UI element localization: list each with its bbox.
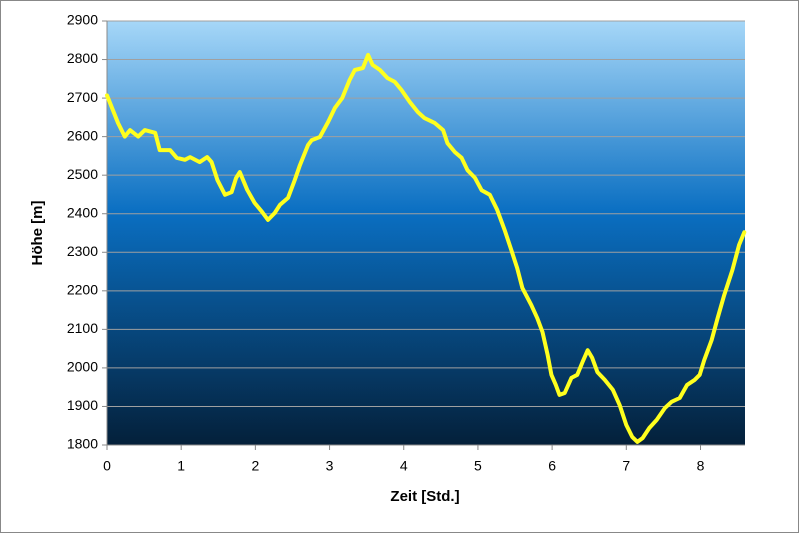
- x-tick-label: 6: [548, 458, 556, 474]
- y-axis-title: Höhe [m]: [29, 201, 46, 266]
- y-tick-label: 2300: [67, 243, 98, 259]
- x-tick-label: 0: [103, 458, 111, 474]
- y-tick-label: 2400: [67, 204, 98, 220]
- y-tick-label: 2800: [67, 50, 98, 66]
- y-tick-label: 2000: [67, 359, 98, 375]
- line-series: [105, 52, 747, 444]
- x-tick-label: 2: [251, 458, 259, 474]
- x-tick-label: 8: [697, 458, 705, 474]
- y-tick-label: 2700: [67, 89, 98, 105]
- x-tick-label: 5: [474, 458, 482, 474]
- x-tick-label: 4: [400, 458, 408, 474]
- y-tick-label: 2200: [67, 282, 98, 298]
- x-tick-label: 7: [622, 458, 630, 474]
- x-tick-label: 1: [177, 458, 185, 474]
- y-tick-label: 2900: [67, 12, 98, 28]
- x-axis-title: Zeit [Std.]: [390, 488, 459, 505]
- y-tick-label: 1900: [67, 397, 98, 413]
- y-tick-label: 2500: [67, 166, 98, 182]
- y-tick-label: 1800: [67, 436, 98, 452]
- y-tick-label: 2600: [67, 127, 98, 143]
- y-tick-label: 2100: [67, 320, 98, 336]
- x-tick-label: 3: [326, 458, 334, 474]
- plot-area: [107, 21, 745, 445]
